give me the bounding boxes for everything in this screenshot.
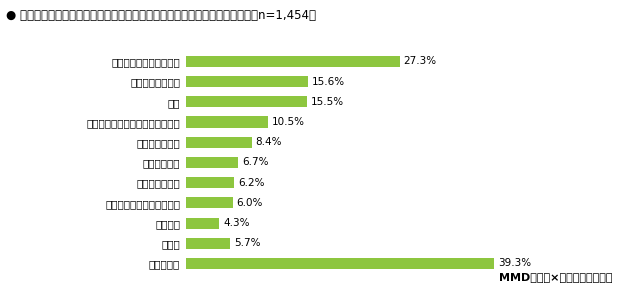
Bar: [186, 117, 268, 128]
Text: 10.5%: 10.5%: [272, 117, 305, 127]
Text: ● 新型コロナウイルスの影響によって在宅時間が増えたことから始めたこと（n=1,454）: ● 新型コロナウイルスの影響によって在宅時間が増えたことから始めたこと（n=1,…: [6, 9, 316, 22]
Text: 6.7%: 6.7%: [242, 157, 269, 168]
Bar: [186, 157, 238, 168]
Text: 6.2%: 6.2%: [238, 178, 265, 188]
Bar: [186, 56, 400, 67]
Text: 15.5%: 15.5%: [311, 97, 344, 107]
Text: 39.3%: 39.3%: [498, 258, 531, 268]
Text: 4.3%: 4.3%: [223, 218, 250, 228]
Bar: [186, 197, 233, 208]
Bar: [186, 137, 251, 148]
Bar: [186, 96, 307, 107]
Bar: [186, 258, 494, 269]
Text: 5.7%: 5.7%: [235, 238, 261, 248]
Bar: [186, 217, 219, 229]
Bar: [186, 238, 230, 249]
Bar: [186, 76, 308, 87]
Text: 8.4%: 8.4%: [256, 137, 282, 147]
Text: MMD研究所×スマートアンサー: MMD研究所×スマートアンサー: [500, 272, 613, 282]
Text: 15.6%: 15.6%: [312, 77, 345, 87]
Text: 6.0%: 6.0%: [236, 198, 263, 208]
Text: 27.3%: 27.3%: [404, 56, 437, 66]
Bar: [186, 177, 235, 188]
